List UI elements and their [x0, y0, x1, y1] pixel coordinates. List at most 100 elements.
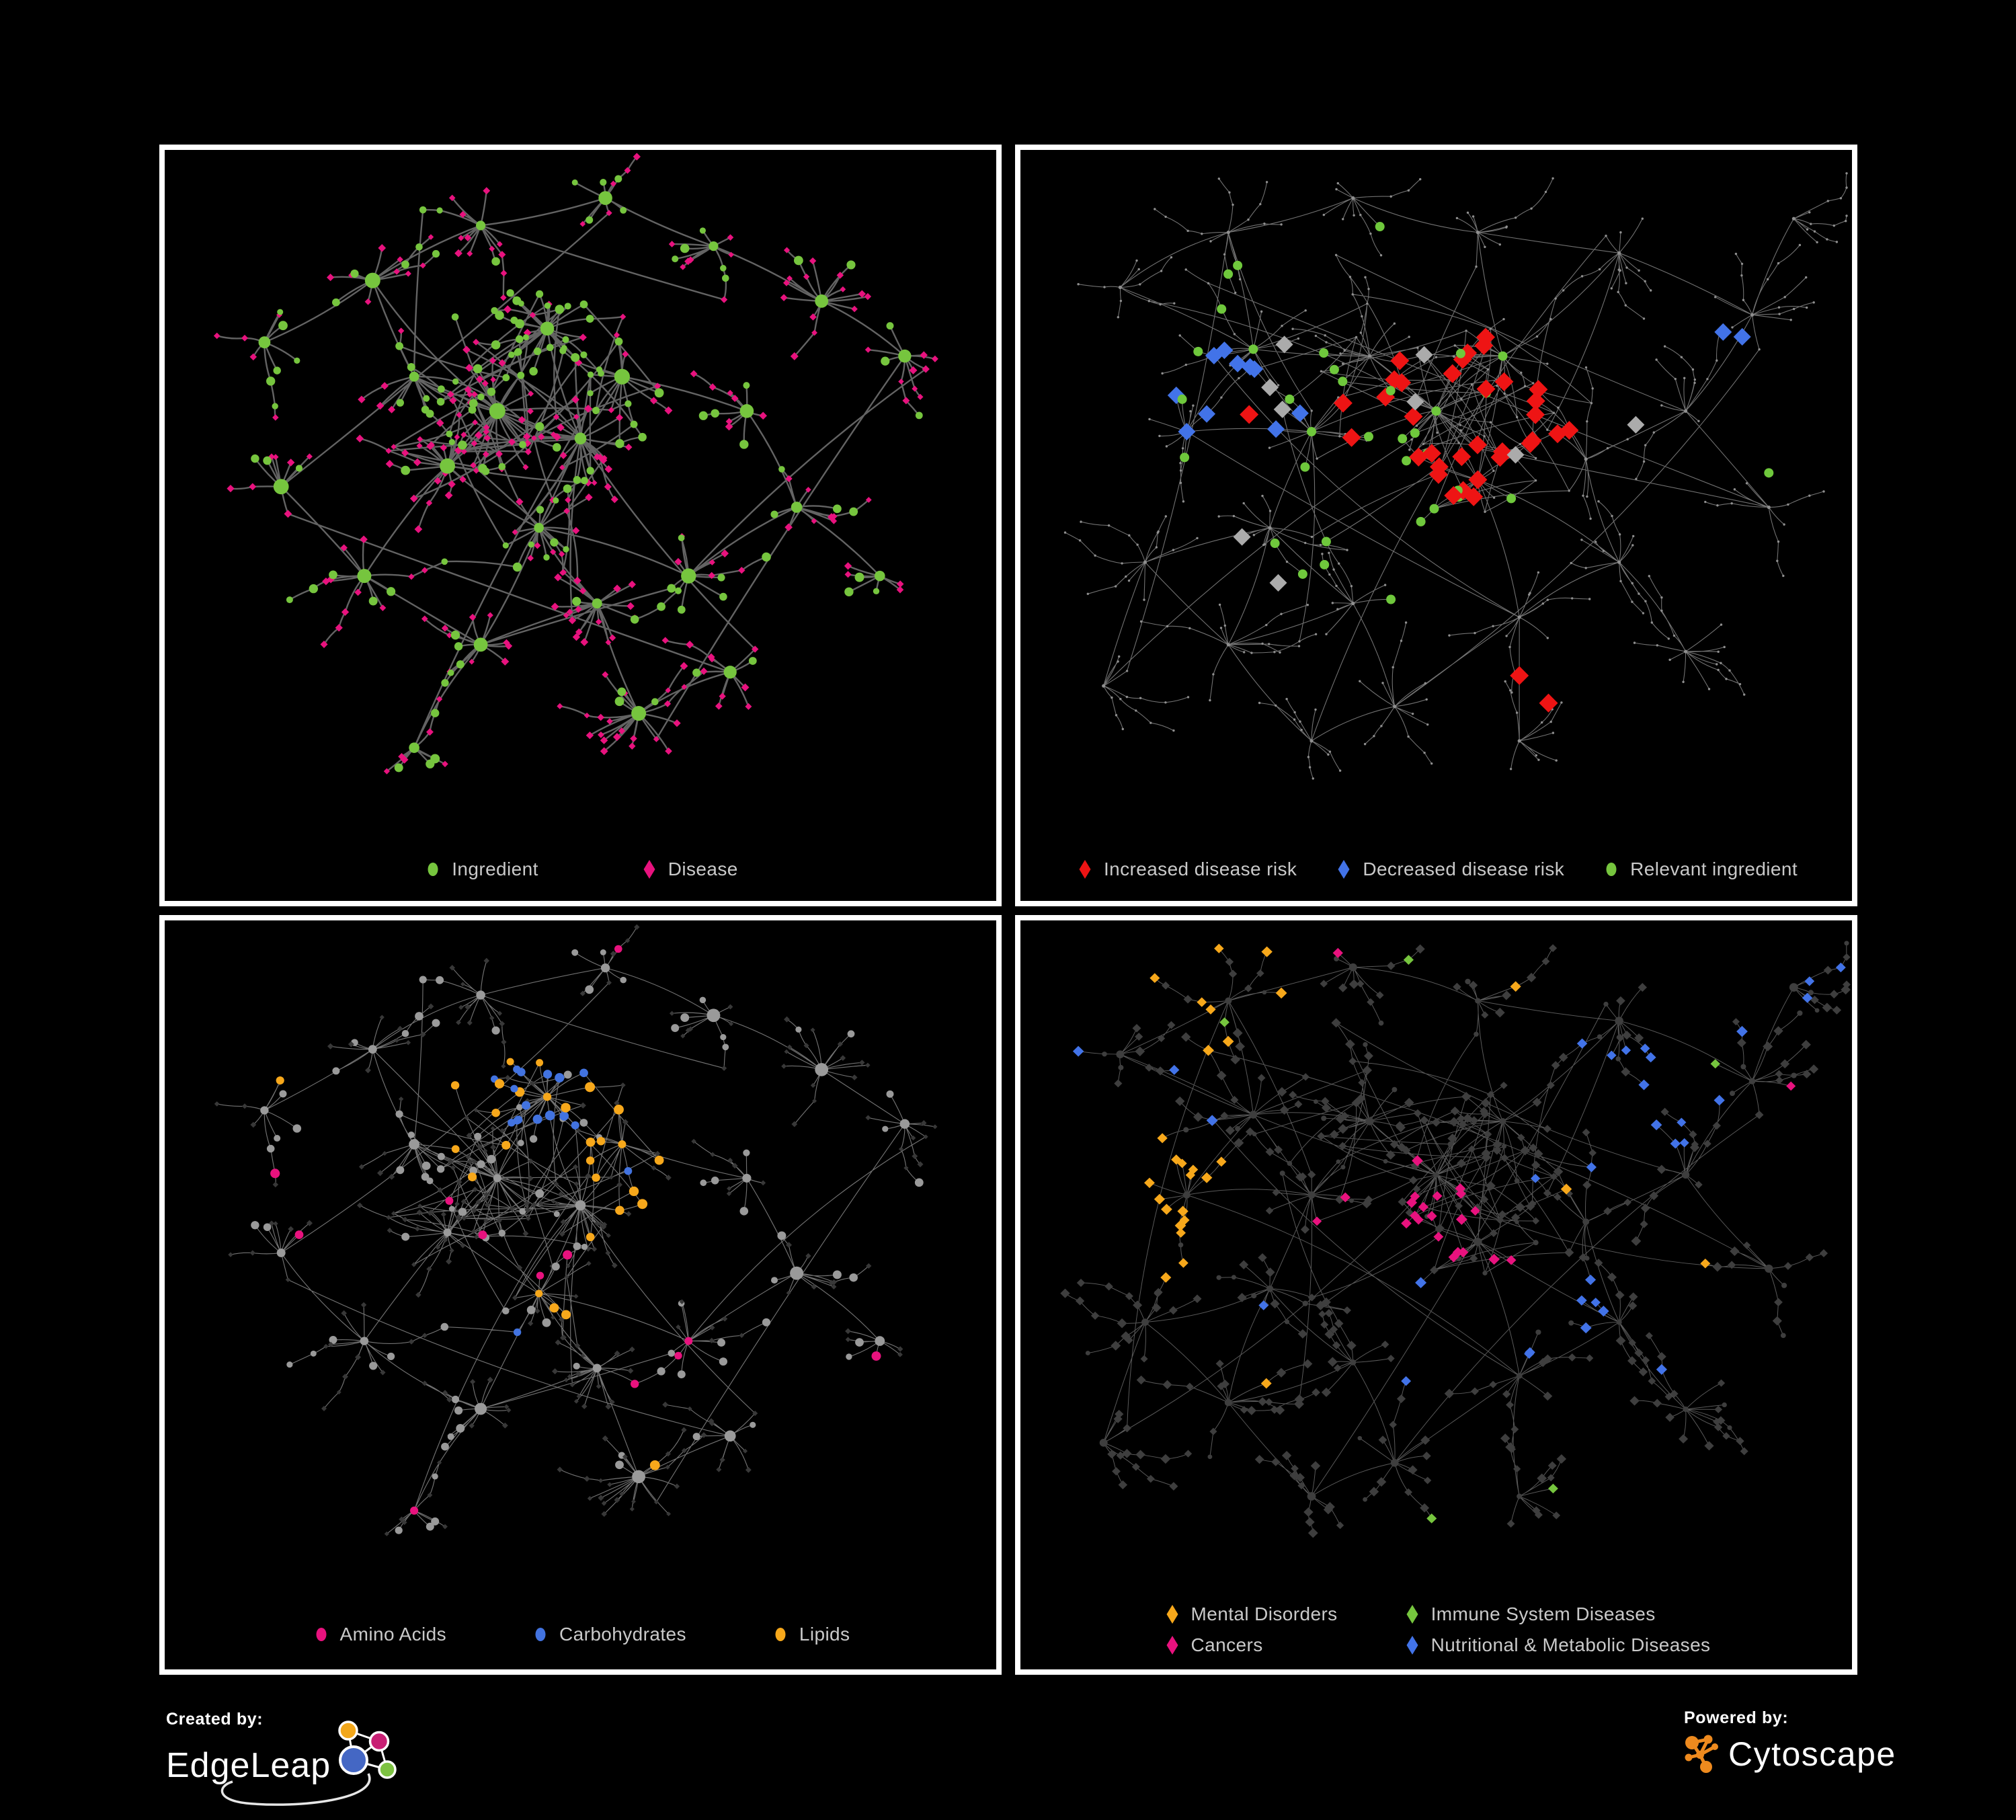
graph-node — [1261, 379, 1279, 397]
graph-node — [1423, 751, 1426, 754]
graph-node — [1554, 297, 1557, 300]
graph-node — [348, 1041, 354, 1047]
graph-node — [286, 596, 293, 604]
graph-node — [1517, 1134, 1525, 1142]
graph-node — [1237, 1293, 1247, 1302]
graph-node — [1500, 1154, 1509, 1162]
graph-node — [1410, 1191, 1420, 1201]
graph-node — [1117, 1318, 1127, 1329]
graph-node — [1220, 396, 1223, 399]
graph-node — [1135, 1450, 1145, 1460]
graph-node — [1379, 254, 1383, 257]
graph-node — [369, 1361, 378, 1370]
network-disease-category — [1060, 941, 1851, 1538]
graph-node — [441, 1442, 449, 1451]
graph-node — [811, 329, 817, 336]
graph-node — [1251, 1293, 1257, 1299]
graph-node — [1777, 306, 1781, 309]
graph-node — [1297, 569, 1307, 579]
graph-node — [1765, 1264, 1773, 1273]
graph-node — [1501, 1144, 1506, 1149]
graph-node — [341, 608, 350, 616]
graph-node — [1490, 448, 1510, 467]
graph-node — [1310, 535, 1314, 539]
graph-node — [585, 1082, 596, 1093]
graph-node — [569, 1382, 575, 1388]
graph-node — [649, 1460, 660, 1470]
graph-node — [1381, 682, 1384, 684]
graph-node — [1832, 224, 1835, 227]
graph-node — [803, 1043, 809, 1049]
graph-node — [1426, 723, 1429, 726]
graph-node — [1193, 1112, 1203, 1122]
graph-node — [1275, 1405, 1285, 1415]
graph-node — [1532, 382, 1535, 385]
legend-label: Ingredient — [452, 858, 538, 879]
graph-node — [461, 1216, 467, 1221]
graph-node — [845, 1337, 851, 1343]
graph-node — [1321, 537, 1331, 547]
graph-node — [1707, 688, 1711, 690]
graph-node — [450, 1165, 456, 1171]
graph-node — [475, 431, 483, 440]
graph-node — [1510, 1213, 1521, 1222]
graph-node — [1679, 1434, 1689, 1443]
graph-node — [1524, 385, 1527, 387]
graph-node — [606, 1233, 611, 1238]
graph-node — [1466, 211, 1469, 214]
graph-node — [592, 407, 600, 415]
graph-node — [1616, 996, 1625, 1006]
graph-node — [487, 612, 493, 619]
graph-node — [1748, 1078, 1756, 1084]
graph-node — [509, 1205, 515, 1212]
graph-node — [1111, 1341, 1121, 1351]
graph-node — [459, 475, 467, 483]
graph-node — [450, 1081, 460, 1090]
graph-node — [1657, 1352, 1666, 1361]
graph-node — [553, 443, 561, 452]
graph-node — [828, 1279, 835, 1286]
graph-node — [1506, 1255, 1517, 1265]
graph-node — [1320, 1097, 1330, 1106]
graph-node — [454, 1201, 460, 1207]
graph-node — [1401, 1376, 1412, 1386]
graph-node — [1103, 286, 1106, 288]
graph-node — [1665, 1413, 1675, 1422]
graph-node — [620, 206, 627, 214]
graph-node — [295, 465, 303, 472]
graph-node — [724, 1430, 736, 1442]
graph-node — [482, 450, 489, 458]
graph-node — [502, 542, 509, 549]
graph-node — [815, 1063, 829, 1076]
graph-node — [1332, 1341, 1341, 1349]
graph-node — [728, 251, 734, 258]
graph-node — [396, 1166, 405, 1175]
graph-node — [553, 497, 559, 504]
cytoscape-logo-icon — [1685, 1735, 1718, 1773]
graph-node — [276, 1076, 284, 1085]
graph-node — [1220, 1111, 1229, 1120]
graph-node — [1505, 635, 1508, 637]
graph-node — [1693, 378, 1696, 381]
graph-node — [1674, 377, 1677, 381]
graph-node — [1224, 1398, 1232, 1407]
graph-node — [557, 1466, 563, 1472]
graph-node — [266, 377, 276, 386]
graph-node — [1369, 232, 1372, 235]
graph-node — [559, 1230, 565, 1237]
graph-node — [1619, 231, 1622, 234]
graph-node — [1684, 649, 1688, 654]
graph-node — [329, 1335, 337, 1344]
graph-node — [586, 467, 594, 475]
graph-node — [1131, 1462, 1140, 1471]
graph-node — [742, 1173, 752, 1183]
graph-node — [407, 1131, 415, 1138]
graph-node — [1489, 327, 1492, 330]
graph-node — [1259, 202, 1262, 206]
graph-node — [1617, 290, 1619, 294]
graph-node — [1644, 280, 1646, 283]
graph-node — [513, 1065, 521, 1074]
graph-node — [1435, 1224, 1445, 1233]
graph-node — [585, 1173, 592, 1179]
graph-node — [1392, 1086, 1398, 1093]
